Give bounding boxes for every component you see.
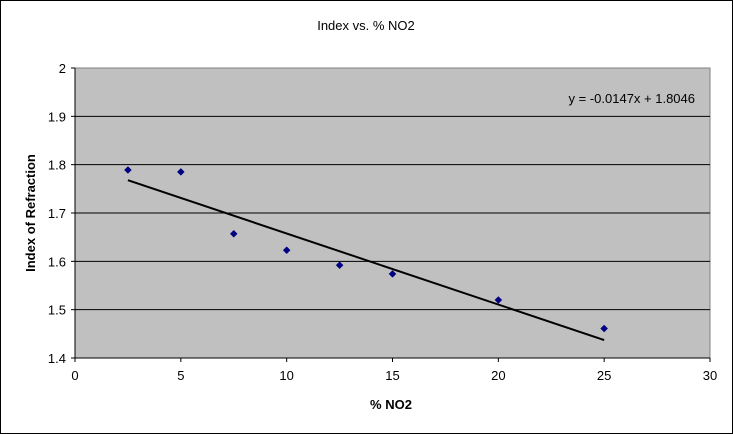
data-point xyxy=(600,324,609,333)
x-tick-label: 25 xyxy=(597,368,611,383)
x-tick-label: 30 xyxy=(703,368,717,383)
data-point xyxy=(176,168,185,176)
data-point xyxy=(494,296,503,304)
y-tick-labels: 1.4 1.5 1.6 1.7 1.8 1.9 2 xyxy=(48,61,66,366)
trendline-line xyxy=(127,179,605,342)
x-tick-label: 10 xyxy=(279,368,293,383)
y-tick-label: 1.5 xyxy=(48,303,66,318)
data-points xyxy=(124,166,609,333)
y-tick-label: 2 xyxy=(59,61,66,76)
data-point xyxy=(124,166,132,174)
y-axis-title: Index of Refraction xyxy=(23,154,38,272)
data-point xyxy=(282,246,291,255)
data-point xyxy=(335,261,344,270)
chart-title: Index vs. % NO2 xyxy=(317,18,415,33)
x-tick-label: 0 xyxy=(71,368,78,383)
y-tick-label: 1.6 xyxy=(48,254,66,269)
x-tick-label: 5 xyxy=(177,368,184,383)
y-tick-label: 1.9 xyxy=(48,109,66,124)
y-tick-label: 1.7 xyxy=(48,206,66,221)
x-tick-labels: 0 5 10 15 20 25 30 xyxy=(71,368,717,383)
x-tick-label: 15 xyxy=(385,368,399,383)
y-tick-label: 1.8 xyxy=(48,158,66,173)
axes xyxy=(71,67,711,362)
x-axis-title: % NO2 xyxy=(370,397,412,412)
x-tick-label: 20 xyxy=(491,368,505,383)
trendline xyxy=(127,179,605,342)
gridlines xyxy=(75,115,710,311)
data-point xyxy=(229,229,238,238)
y-tick-label: 1.4 xyxy=(48,351,66,366)
trendline-equation: y = -0.0147x + 1.8046 xyxy=(569,91,695,106)
data-point xyxy=(388,270,397,278)
